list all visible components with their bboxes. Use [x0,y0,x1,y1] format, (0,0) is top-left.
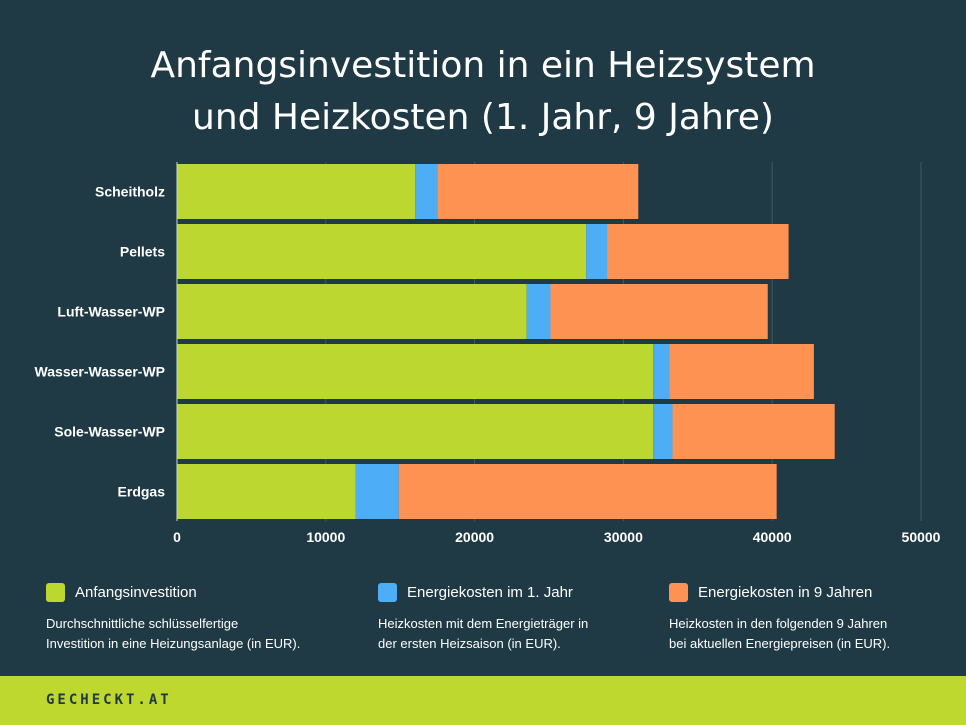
category-label: Wasser-Wasser-WP [35,364,165,380]
title-line-2: und Heizkosten (1. Jahr, 9 Jahre) [192,97,774,138]
chart-title: Anfangsinvestition in ein Heizsystem und… [0,40,966,144]
legend-desc-line: der ersten Heizsaison (in EUR). [378,636,561,651]
bar-segment [177,284,527,339]
bar-segment [177,164,416,219]
footer-bar: GECHECKT.AT [0,676,966,725]
legend-description: Durchschnittliche schlüsselfertige Inves… [46,614,326,654]
legend-description: Heizkosten in den folgenden 9 Jahren bei… [669,614,949,654]
bar-segment [672,404,835,459]
legend-desc-line: Heizkosten mit dem Energieträger in [378,616,589,631]
brand-logo[interactable]: GECHECKT.AT [46,692,172,708]
category-label: Sole-Wasser-WP [54,424,165,440]
bar-segment [177,224,587,279]
legend-label: Energiekosten im 1. Jahr [407,583,573,601]
bar-chart: 0 10000 20000 30000 40000 50000 Scheitholz Pell… [35,162,941,545]
x-tick-label: 30000 [604,529,643,545]
bar-segment [177,344,654,399]
bar-segment [398,464,777,519]
x-tick-label: 20000 [455,529,494,545]
legend-swatch-year1 [378,582,397,602]
x-tick-label: 0 [173,529,181,545]
bar-segment [550,284,768,339]
bar-segment [415,164,438,219]
x-tick-label: 40000 [753,529,792,545]
legend-desc-line: Heizkosten in den folgenden 9 Jahren [669,616,888,631]
category-label: Luft-Wasser-WP [57,304,165,320]
legend-item-year9: Energiekosten in 9 Jahren Heizkosten in … [669,580,949,654]
legend-swatch-investment [46,582,65,602]
bar-segment [355,464,399,519]
legend-item-year1: Energiekosten im 1. Jahr Heizkosten mit … [378,580,658,654]
category-label: Scheitholz [95,184,165,200]
bar-segment [653,344,670,399]
bar-segment [437,164,639,219]
legend-desc-line: bei aktuellen Energiepreisen (in EUR). [669,636,891,651]
legend-desc-line: Durchschnittliche schlüsselfertige [46,616,239,631]
category-label: Pellets [120,244,165,260]
bar-segment [607,224,789,279]
title-line-1: Anfangsinvestition in ein Heizsystem [150,45,816,86]
legend-item-investment: Anfangsinvestition Durchschnittliche sch… [46,580,326,654]
bar-segment [669,344,814,399]
legend: Anfangsinvestition Durchschnittliche sch… [0,580,966,670]
x-tick-label: 50000 [902,529,941,545]
x-tick-label: 10000 [306,529,345,545]
bar-segment [177,404,654,459]
category-label: Erdgas [118,484,166,500]
legend-desc-line: Investition in eine Heizungsanlage (in E… [46,636,301,651]
bar-segment [526,284,551,339]
bar-segment [653,404,673,459]
legend-label: Energiekosten in 9 Jahren [698,583,873,601]
bar-segment [586,224,608,279]
legend-description: Heizkosten mit dem Energieträger in der … [378,614,658,654]
bar-segment [177,464,356,519]
legend-swatch-year9 [669,582,688,602]
legend-label: Anfangsinvestition [75,583,197,601]
